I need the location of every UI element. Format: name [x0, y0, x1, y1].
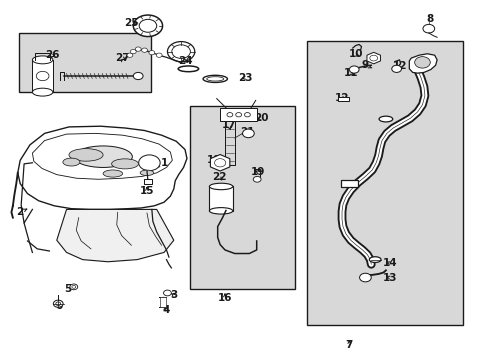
Circle shape — [127, 53, 133, 57]
Text: 11: 11 — [343, 68, 357, 78]
Ellipse shape — [203, 75, 227, 82]
Text: 21: 21 — [239, 127, 254, 136]
Circle shape — [235, 113, 241, 117]
Ellipse shape — [103, 170, 122, 177]
Polygon shape — [57, 210, 173, 262]
Circle shape — [70, 284, 78, 290]
Text: 4: 4 — [163, 305, 170, 315]
Circle shape — [135, 47, 141, 51]
Text: 23: 23 — [238, 73, 252, 83]
Bar — [189, 107, 294, 289]
Text: 7: 7 — [345, 340, 352, 350]
Circle shape — [414, 57, 429, 68]
Bar — [19, 33, 151, 92]
Text: 26: 26 — [44, 50, 59, 60]
Text: 12: 12 — [334, 93, 348, 103]
Circle shape — [139, 19, 157, 32]
Bar — [337, 97, 348, 101]
Circle shape — [149, 50, 155, 55]
Ellipse shape — [368, 257, 380, 262]
Circle shape — [226, 113, 232, 117]
Circle shape — [369, 55, 377, 61]
Ellipse shape — [209, 183, 232, 190]
Polygon shape — [32, 134, 172, 179]
Circle shape — [391, 65, 401, 72]
Text: 24: 24 — [177, 56, 192, 66]
Text: 27: 27 — [115, 53, 130, 63]
Circle shape — [214, 159, 225, 167]
Polygon shape — [210, 154, 229, 171]
Text: 1: 1 — [157, 158, 167, 168]
Text: 8: 8 — [426, 14, 432, 29]
Text: 2: 2 — [17, 207, 27, 217]
Bar — [32, 60, 53, 92]
Text: 19: 19 — [250, 167, 265, 177]
Text: 12: 12 — [392, 61, 407, 71]
Text: 9: 9 — [361, 60, 371, 70]
Text: 3: 3 — [170, 291, 177, 301]
Polygon shape — [408, 54, 436, 73]
Ellipse shape — [209, 208, 232, 214]
Circle shape — [139, 155, 160, 171]
Text: 20: 20 — [254, 113, 268, 123]
Text: 15: 15 — [140, 186, 154, 196]
Bar — [144, 179, 152, 184]
Ellipse shape — [111, 159, 138, 169]
Circle shape — [36, 71, 49, 81]
Ellipse shape — [32, 88, 53, 96]
Circle shape — [348, 66, 358, 73]
Circle shape — [253, 176, 261, 182]
Circle shape — [167, 41, 194, 62]
Ellipse shape — [206, 77, 224, 81]
Text: 16: 16 — [217, 293, 232, 303]
Text: 18: 18 — [206, 155, 221, 165]
Text: 17: 17 — [221, 121, 236, 130]
Circle shape — [130, 49, 136, 54]
Text: 14: 14 — [382, 258, 396, 268]
Circle shape — [142, 48, 147, 52]
Circle shape — [171, 45, 190, 58]
Text: 13: 13 — [382, 273, 396, 283]
Circle shape — [242, 129, 254, 138]
Polygon shape — [18, 126, 186, 210]
Text: 6: 6 — [56, 301, 62, 311]
Ellipse shape — [378, 116, 392, 122]
Ellipse shape — [63, 158, 80, 166]
Bar — [209, 186, 232, 211]
Circle shape — [56, 302, 61, 306]
Polygon shape — [366, 52, 380, 64]
Circle shape — [359, 273, 370, 282]
Circle shape — [163, 290, 171, 296]
Bar — [340, 180, 357, 187]
Bar — [159, 297, 165, 307]
Circle shape — [133, 72, 143, 80]
Text: 5: 5 — [64, 284, 75, 294]
Ellipse shape — [74, 146, 132, 167]
Ellipse shape — [178, 66, 198, 72]
Circle shape — [72, 285, 76, 288]
Bar — [306, 41, 462, 325]
Text: 10: 10 — [348, 49, 362, 59]
Ellipse shape — [140, 170, 154, 176]
Bar — [220, 108, 257, 121]
Circle shape — [53, 300, 63, 307]
Text: 25: 25 — [124, 18, 138, 28]
Circle shape — [156, 53, 162, 57]
Circle shape — [244, 113, 250, 117]
Ellipse shape — [69, 149, 103, 161]
Circle shape — [133, 15, 162, 37]
Ellipse shape — [32, 56, 53, 64]
Text: 22: 22 — [211, 172, 226, 182]
Circle shape — [422, 24, 434, 33]
